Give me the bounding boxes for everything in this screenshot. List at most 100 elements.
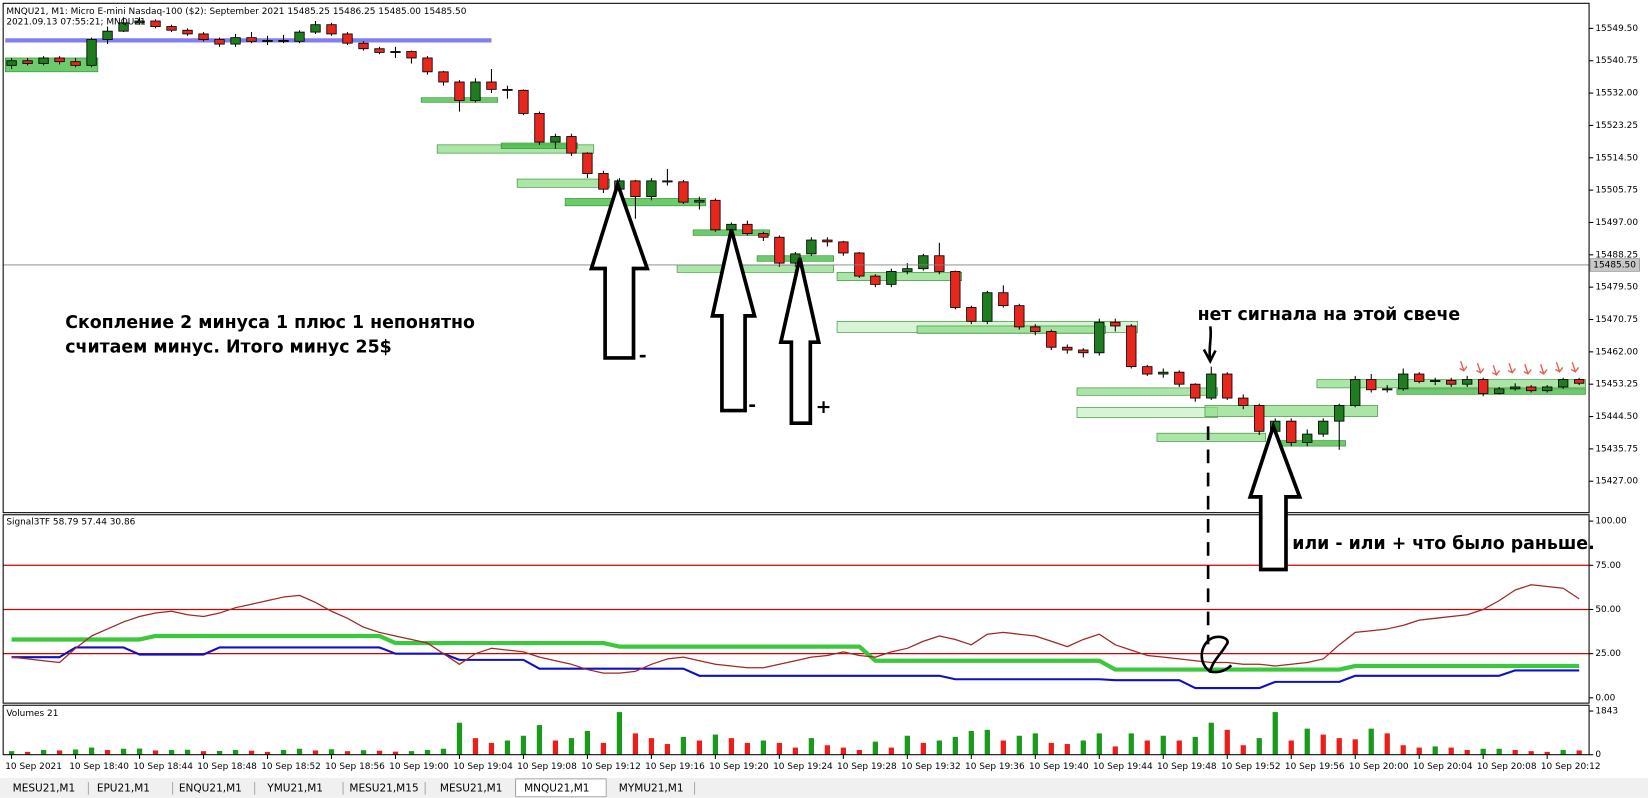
candle-body — [742, 223, 753, 234]
volume-bar — [40, 749, 47, 755]
y-tick-label: 75.00 — [1595, 561, 1621, 571]
x-tick-label: 10 Sep 19:44 — [1093, 762, 1153, 772]
x-tick-label: 10 Sep 20:00 — [1349, 762, 1409, 772]
volume-bar — [744, 742, 751, 755]
candle-body — [646, 180, 657, 198]
volume-bar — [264, 751, 271, 755]
signal-arrow — [1555, 361, 1564, 374]
volume-bar — [408, 751, 415, 755]
volume-bar — [88, 747, 95, 755]
volume-bar — [936, 740, 942, 755]
candle-body — [230, 37, 241, 45]
volume-bar — [600, 742, 607, 755]
zone — [4, 57, 99, 73]
tab-label[interactable]: MESU21,M1 — [440, 782, 503, 794]
volume-bar — [632, 733, 639, 755]
candle-body — [1334, 405, 1345, 422]
candle-body — [342, 33, 353, 44]
volume-bar — [712, 734, 719, 755]
candle-body — [118, 22, 129, 32]
x-tick-label: 10 Sep 19:48 — [1157, 762, 1217, 772]
candle-body — [422, 57, 433, 73]
volume-bar — [1048, 742, 1054, 755]
signal-arrows — [1459, 360, 1580, 377]
volume-bar — [1320, 734, 1326, 755]
candle-body — [1462, 379, 1473, 385]
volume-bar — [1352, 739, 1358, 755]
volume-bar — [968, 731, 974, 755]
candle-body — [1254, 405, 1265, 432]
y-tick-label: 15435.75 — [1595, 444, 1638, 454]
candle-body — [630, 180, 641, 198]
x-tick-label: 10 Sep 18:52 — [261, 762, 321, 772]
candle-body — [150, 20, 161, 27]
volume-bar — [456, 722, 463, 755]
candle-body — [86, 39, 97, 66]
tab-label[interactable]: MESU21,M1 — [13, 782, 76, 794]
candle-body — [582, 152, 593, 174]
chart-layer: 15485.50 15549.50 15540.75 15532.00 15523.25… — [3, 17, 1640, 772]
volume-bar — [680, 736, 687, 755]
tab-label[interactable]: MESU21,M15 — [349, 782, 418, 794]
candle-body — [486, 81, 497, 90]
x-tick-label: 10 Sep 19:32 — [901, 762, 961, 772]
volume-bar — [568, 738, 575, 755]
candle-body — [1046, 331, 1057, 348]
candle-body — [6, 60, 17, 66]
zone — [516, 178, 611, 188]
chart-title: MNQU21, M1: Micro E-mini Nasdaq-100 ($2)… — [6, 7, 466, 17]
volume-bar — [1480, 748, 1486, 755]
zone — [1396, 388, 1586, 395]
candle-body — [70, 61, 81, 66]
candle-body — [966, 307, 977, 322]
candle-body — [406, 51, 417, 59]
chart-subtitle: 2021.09.13 07:55:21; MNQU21 — [6, 18, 145, 28]
x-tick-label: 10 Sep 20:12 — [1541, 762, 1601, 772]
indicator-panel-border — [2, 514, 1590, 704]
candle-body — [1094, 321, 1105, 354]
candle-body — [518, 89, 529, 114]
candle-body — [1414, 373, 1425, 382]
volume-bar — [56, 750, 63, 755]
x-tick-label: 10 Sep 19:40 — [1029, 762, 1089, 772]
candle-body — [246, 37, 257, 42]
volume-bar — [216, 750, 223, 755]
volume-bar — [392, 751, 399, 755]
x-tick-label: 10 Sep 19:04 — [453, 762, 513, 772]
zone — [1156, 432, 1266, 442]
volume-bar — [808, 738, 815, 755]
tab-label[interactable]: YMU21,M1 — [266, 782, 323, 794]
tab-bar — [0, 777, 1648, 798]
volume-bar — [664, 744, 671, 755]
hand-arrow — [778, 257, 822, 426]
volume-bar — [1112, 746, 1118, 755]
candle-body — [1302, 433, 1313, 443]
tab-label[interactable]: ENQU21,M1 — [179, 782, 242, 794]
volume-bar — [136, 748, 143, 755]
volume-bar — [1160, 735, 1166, 755]
candle-body — [214, 39, 225, 45]
tab-label[interactable]: EPU21,M1 — [97, 782, 150, 794]
volume-bar — [1384, 733, 1390, 755]
candle-body — [262, 39, 273, 42]
volume-bar — [424, 749, 431, 755]
candle-body — [1382, 388, 1393, 391]
x-tick-label: 10 Sep 19:52 — [1221, 762, 1281, 772]
candle-body — [1110, 321, 1121, 327]
candle-body — [1318, 420, 1329, 435]
y-tick-label: 15427.00 — [1595, 477, 1638, 487]
tab-label-active[interactable]: MNQU21,M1 — [524, 782, 589, 794]
volume-bar — [1288, 740, 1294, 755]
candle-body — [806, 239, 817, 255]
candle-body — [1574, 379, 1585, 384]
y-tick-label: 100.00 — [1595, 517, 1627, 527]
annotation-text: нет сигнала на этой свече — [1198, 305, 1461, 325]
candle-body — [726, 223, 737, 231]
candle-body — [1430, 380, 1441, 382]
tab-label[interactable]: MYMU21,M1 — [619, 782, 684, 794]
y-tick-label: 25.00 — [1595, 649, 1621, 659]
candle-body — [22, 60, 33, 64]
volume-bar — [1176, 740, 1182, 755]
signal-arrow — [1570, 361, 1580, 374]
hand-arrow — [1247, 420, 1303, 572]
